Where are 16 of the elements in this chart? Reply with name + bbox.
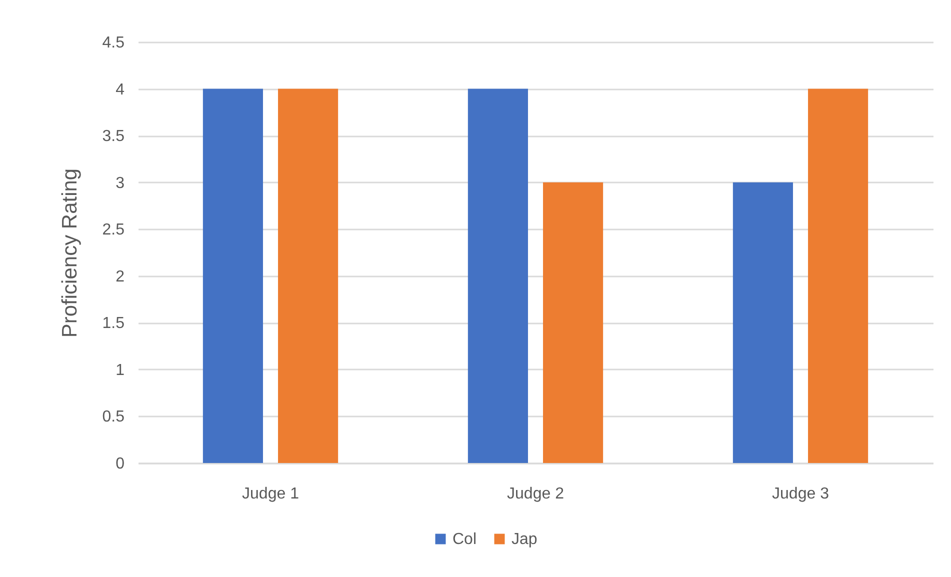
y-tick-label: 3 bbox=[116, 174, 125, 192]
y-tick-label: 2.5 bbox=[102, 222, 125, 239]
y-axis-title: Proficiency Rating bbox=[58, 168, 82, 338]
legend-label: Col bbox=[452, 531, 477, 548]
y-tick-label: 2 bbox=[116, 268, 125, 286]
y-tick-label: 0 bbox=[116, 456, 125, 472]
y-tick-label: 4 bbox=[116, 81, 125, 98]
x-tick-label: Judge 1 bbox=[242, 486, 300, 502]
y-tick-label: 4.5 bbox=[102, 34, 125, 52]
y-tick-label: 1.5 bbox=[102, 315, 125, 332]
y-tick-label: 1 bbox=[116, 362, 125, 379]
legend-label: Jap bbox=[512, 531, 538, 548]
y-tick-label: 3.5 bbox=[102, 128, 125, 146]
y-tick-label: 0.5 bbox=[102, 408, 125, 426]
x-tick-label: Judge 2 bbox=[507, 486, 564, 502]
x-tick-label: Judge 3 bbox=[772, 486, 830, 502]
